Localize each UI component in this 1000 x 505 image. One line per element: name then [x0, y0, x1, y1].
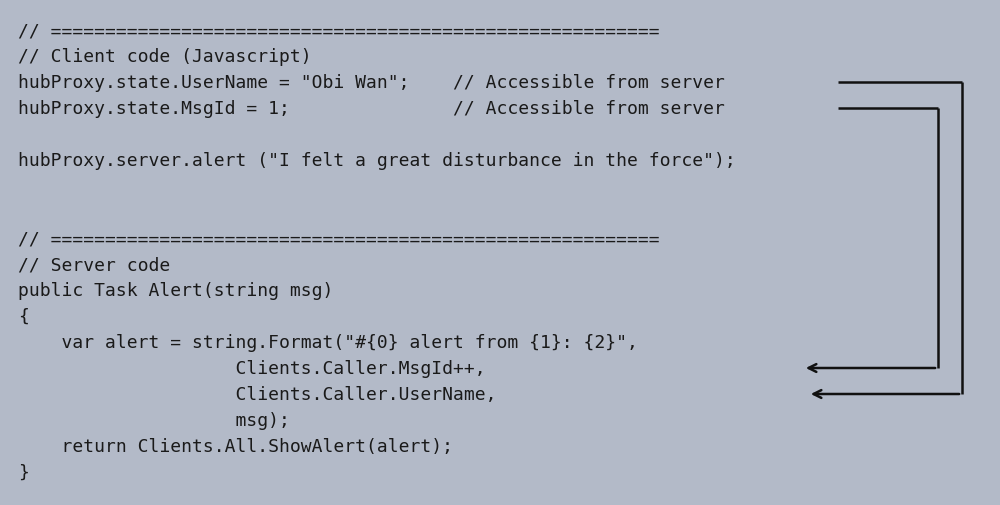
- Text: {: {: [18, 308, 29, 325]
- Text: var alert = string.Format("#{0} alert from {1}: {2}",: var alert = string.Format("#{0} alert fr…: [18, 333, 638, 351]
- Text: hubProxy.state.UserName = "Obi Wan";    // Accessible from server: hubProxy.state.UserName = "Obi Wan"; // …: [18, 74, 725, 92]
- Text: msg);: msg);: [18, 411, 290, 429]
- Text: }: }: [18, 463, 29, 481]
- Text: // ========================================================: // =====================================…: [18, 230, 660, 247]
- Text: hubProxy.state.MsgId = 1;               // Accessible from server: hubProxy.state.MsgId = 1; // Accessible …: [18, 100, 725, 118]
- Text: Clients.Caller.UserName,: Clients.Caller.UserName,: [18, 385, 496, 403]
- Text: Clients.Caller.MsgId++,: Clients.Caller.MsgId++,: [18, 359, 486, 377]
- Text: return Clients.All.ShowAlert(alert);: return Clients.All.ShowAlert(alert);: [18, 437, 453, 455]
- Text: // Server code: // Server code: [18, 256, 170, 274]
- Text: // ========================================================: // =====================================…: [18, 22, 660, 40]
- Text: public Task Alert(string msg): public Task Alert(string msg): [18, 281, 333, 299]
- Text: // Client code (Javascript): // Client code (Javascript): [18, 48, 312, 66]
- Text: hubProxy.server.alert ("I felt a great disturbance in the force");: hubProxy.server.alert ("I felt a great d…: [18, 152, 736, 170]
